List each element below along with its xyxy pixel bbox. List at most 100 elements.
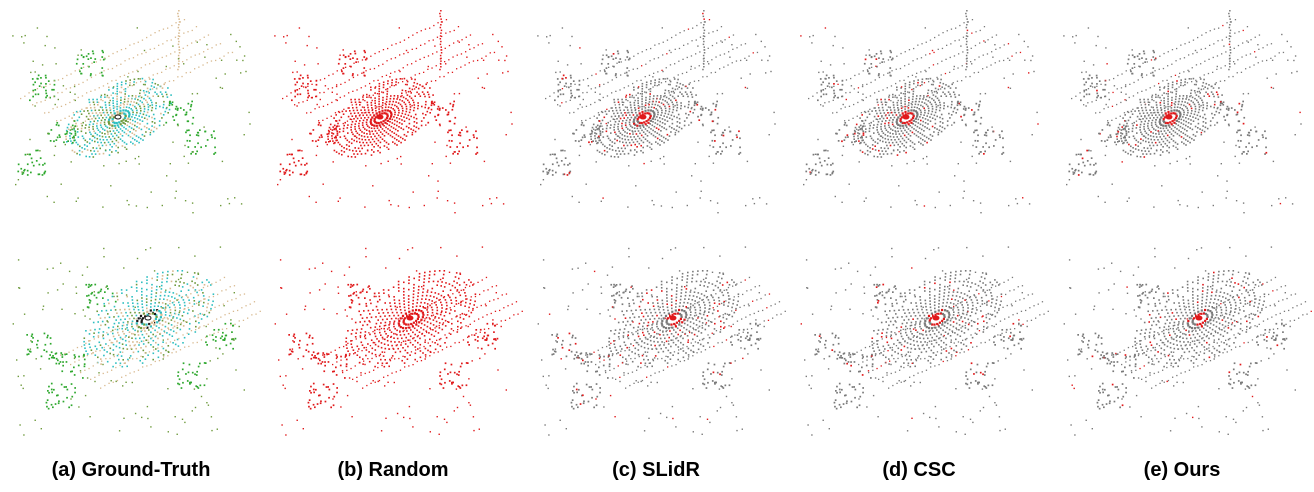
lidar-point [144, 80, 147, 83]
lidar-point [927, 105, 929, 108]
lidar-point [898, 108, 900, 111]
lidar-point [178, 46, 180, 48]
lidar-point [1157, 130, 1160, 132]
lidar-point [911, 88, 913, 91]
lidar-point [373, 124, 376, 127]
lidar-point [926, 163, 928, 165]
lidar-point [445, 155, 447, 158]
lidar-point [878, 107, 880, 109]
lidar-point [336, 130, 339, 133]
lidar-point [680, 127, 683, 130]
lidar-point [347, 155, 349, 158]
lidar-point [91, 139, 93, 142]
lidar-point [88, 98, 90, 101]
lidar-point [1207, 72, 1210, 75]
lidar-point [370, 55, 372, 57]
lidar-point [613, 129, 615, 131]
lidar-point [371, 130, 373, 133]
lidar-point [1229, 10, 1231, 12]
lidar-point [301, 157, 304, 159]
lidar-point [663, 163, 665, 165]
lidar-point [739, 137, 741, 140]
lidar-point [652, 134, 655, 137]
lidar-point [592, 140, 594, 142]
lidar-point [578, 95, 580, 98]
lidar-point [410, 128, 412, 130]
lidar-point [636, 119, 639, 122]
lidar-point [617, 123, 620, 125]
lidar-point [1187, 27, 1189, 29]
lidar-point [898, 185, 900, 187]
lidar-point [901, 142, 904, 145]
lidar-point [411, 104, 413, 107]
lidar-point [689, 110, 692, 113]
lidar-point [574, 83, 576, 85]
lidar-point [115, 134, 118, 137]
lidar-point [109, 99, 111, 102]
lidar-point [1184, 133, 1187, 136]
lidar-point [619, 89, 621, 91]
lidar-point [1138, 53, 1141, 55]
lidar-point [687, 95, 689, 98]
lidar-point [146, 95, 149, 98]
lidar-point [375, 112, 378, 115]
lidar-point [350, 98, 352, 101]
lidar-point [877, 115, 880, 117]
lidar-point [1229, 29, 1232, 32]
lidar-point [546, 36, 548, 38]
lidar-point [669, 83, 671, 86]
lidar-point [139, 100, 142, 102]
lidar-point [910, 109, 913, 112]
lidar-point [437, 105, 440, 108]
lidar-point [628, 121, 631, 124]
lidar-point [894, 96, 896, 98]
lidar-point [716, 100, 718, 103]
lidar-point [882, 89, 884, 91]
lidar-point [895, 133, 897, 135]
lidar-point [173, 65, 175, 67]
lidar-point [834, 35, 836, 38]
lidar-point [1183, 111, 1185, 114]
lidar-point [76, 119, 79, 122]
lidar-point [383, 112, 386, 115]
lidar-point [384, 109, 387, 112]
lidar-point [378, 82, 381, 85]
lidar-point [893, 144, 896, 147]
lidar-point [108, 154, 111, 156]
lidar-point [1120, 132, 1122, 134]
lidar-point [197, 142, 199, 145]
lidar-point [1199, 115, 1201, 118]
lidar-point [601, 119, 604, 122]
lidar-point [568, 172, 571, 175]
lidar-point [87, 118, 90, 120]
lidar-point [613, 156, 616, 158]
lidar-point [939, 116, 941, 119]
lidar-point [1185, 139, 1187, 141]
lidar-point [1224, 119, 1227, 121]
lidar-point [700, 105, 703, 108]
lidar-point [20, 97, 22, 100]
lidar-point [927, 89, 930, 92]
lidar-point [439, 15, 442, 18]
lidar-point [1208, 58, 1210, 60]
lidar-point [1167, 100, 1169, 103]
lidar-point [1089, 163, 1092, 166]
lidar-point [658, 101, 660, 103]
lidar-point [681, 72, 684, 75]
lidar-point [946, 44, 948, 46]
lidar-point [31, 161, 34, 164]
lidar-point [457, 40, 459, 42]
lidar-point [673, 115, 675, 118]
lidar-point [891, 70, 893, 72]
lidar-point [637, 52, 639, 55]
lidar-point [648, 74, 651, 76]
lidar-point [397, 107, 399, 110]
lidar-point [878, 57, 880, 59]
lidar-point [1066, 183, 1068, 186]
lidar-point [812, 153, 815, 156]
lidar-point [315, 95, 317, 98]
lidar-point [190, 152, 192, 155]
lidar-point [1164, 121, 1167, 124]
lidar-point [351, 118, 353, 121]
lidar-point [622, 104, 624, 106]
